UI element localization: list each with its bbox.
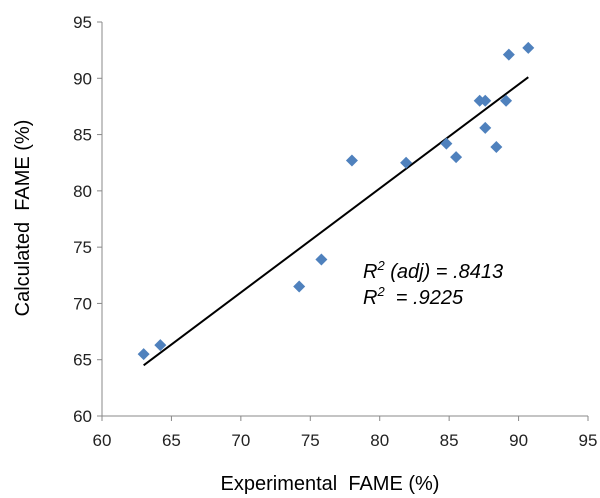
x-axis-title: Experimental FAME (%) <box>221 473 440 495</box>
data-point <box>293 280 306 293</box>
x-tick-label: 85 <box>440 431 459 450</box>
data-point <box>400 156 413 169</box>
data-point <box>479 121 492 134</box>
trendline <box>143 76 529 367</box>
data-point <box>522 41 535 54</box>
y-tick-label: 90 <box>73 69 92 88</box>
y-tick-label: 75 <box>73 238 92 257</box>
x-tick-label: 65 <box>162 431 181 450</box>
y-tick-label: 80 <box>73 182 92 201</box>
data-point <box>500 94 513 107</box>
x-tick-label: 70 <box>231 431 250 450</box>
x-tick-label: 60 <box>93 431 112 450</box>
data-point <box>154 339 167 352</box>
x-tick-label: 90 <box>509 431 528 450</box>
y-tick-label: 65 <box>73 351 92 370</box>
x-tick-label: 95 <box>579 431 598 450</box>
axes <box>97 21 589 421</box>
r2-adj-annotation: R2 (adj) = .8413 <box>363 258 503 283</box>
data-point <box>479 94 492 107</box>
data-point <box>315 253 328 266</box>
y-tick-label: 85 <box>73 126 92 145</box>
tick-labels: 60 65 70 75 80 85 90 95 60 65 70 75 80 85 90 95 <box>73 13 597 450</box>
data-point <box>345 154 358 167</box>
r2-annotation: R2 = .9225 <box>363 284 464 309</box>
x-tick-label: 80 <box>370 431 389 450</box>
data-point <box>440 137 453 150</box>
data-point <box>502 48 515 61</box>
data-point <box>450 151 463 164</box>
data-point <box>490 140 503 153</box>
y-tick-label: 70 <box>73 294 92 313</box>
data-points <box>137 41 535 361</box>
x-tick-label: 75 <box>301 431 320 450</box>
data-point <box>137 348 150 361</box>
y-axis-title: Calculated FAME (%) <box>12 120 34 317</box>
y-tick-label: 95 <box>73 13 92 32</box>
y-tick-label: 60 <box>73 407 92 426</box>
